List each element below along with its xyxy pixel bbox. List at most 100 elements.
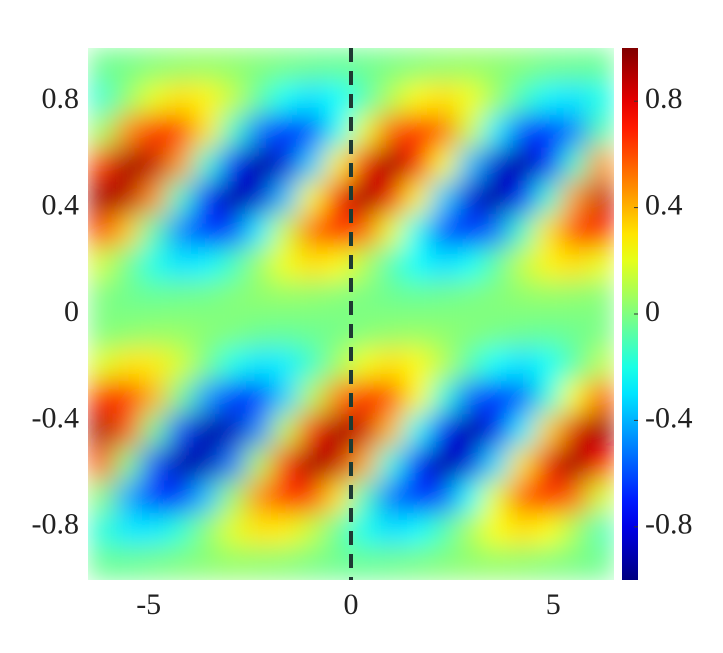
heatmap-cell <box>324 513 352 548</box>
heatmap-cell <box>219 114 247 149</box>
heatmap-cell <box>587 546 614 580</box>
heatmap-cell <box>193 147 221 182</box>
heatmap-cell <box>561 447 589 481</box>
heatmap-cell <box>298 147 326 182</box>
heatmap-cell <box>324 447 352 481</box>
heatmap-cell <box>298 447 326 481</box>
heatmap-cell <box>193 447 221 481</box>
heatmap-cell <box>88 48 115 82</box>
heatmap-cell <box>114 181 142 215</box>
heatmap-cell <box>272 480 299 515</box>
heatmap-cell <box>88 247 115 282</box>
heatmap-cell <box>429 181 457 215</box>
heatmap-cell <box>298 480 326 515</box>
heatmap-cell <box>482 214 510 249</box>
heatmap-cell <box>508 513 536 548</box>
heatmap-cell <box>324 181 352 215</box>
heatmap-cell <box>166 380 194 415</box>
heatmap-cell <box>272 114 299 149</box>
heatmap-cell <box>351 280 378 315</box>
heatmap-cell <box>587 280 614 315</box>
heatmap-cell <box>114 546 142 580</box>
heatmap-cell <box>245 513 273 548</box>
heatmap-cell <box>193 280 221 315</box>
heatmap-cell <box>88 546 115 580</box>
heatmap-cell <box>561 181 589 215</box>
heatmap-cell <box>403 314 431 348</box>
heatmap-cell <box>351 546 378 580</box>
heatmap-cell <box>587 413 614 448</box>
heatmap-cell <box>298 81 326 116</box>
heatmap-cell <box>587 214 614 249</box>
heatmap-cell <box>561 214 589 249</box>
heatmap-cell <box>166 48 194 82</box>
heatmap-cell <box>403 347 431 382</box>
heatmap-cell <box>429 546 457 580</box>
heatmap-cell <box>193 181 221 215</box>
heatmap-cell <box>561 114 589 149</box>
heatmap-cell <box>140 513 168 548</box>
heatmap-cell <box>587 114 614 149</box>
heatmap-cell <box>377 181 405 215</box>
heatmap-cell <box>535 81 562 116</box>
heatmap-cell <box>219 280 247 315</box>
heatmap-cell <box>535 181 562 215</box>
heatmap-cell <box>324 214 352 249</box>
heatmap-cell <box>377 280 405 315</box>
heatmap-cell <box>587 81 614 116</box>
heatmap-cell <box>351 480 378 515</box>
heatmap-cell <box>114 214 142 249</box>
heatmap-cell <box>193 247 221 282</box>
heatmap-cell <box>351 181 378 215</box>
heatmap-cell <box>245 214 273 249</box>
heatmap-cell <box>403 380 431 415</box>
heatmap-cell <box>456 48 484 82</box>
heatmap-cell <box>114 447 142 481</box>
heatmap-cell <box>298 347 326 382</box>
heatmap-cell <box>587 513 614 548</box>
heatmap-cell <box>429 247 457 282</box>
heatmap-cell <box>88 280 115 315</box>
heatmap-cell <box>351 81 378 116</box>
heatmap-cell <box>245 181 273 215</box>
heatmap-cell <box>482 48 510 82</box>
heatmap-cell <box>429 81 457 116</box>
heatmap-cell <box>193 114 221 149</box>
heatmap-cell <box>587 314 614 348</box>
heatmap-cell <box>403 147 431 182</box>
heatmap-cell <box>403 513 431 548</box>
heatmap-cell <box>166 413 194 448</box>
heatmap-cell <box>535 147 562 182</box>
heatmap-cell <box>456 81 484 116</box>
heatmap-cell <box>377 347 405 382</box>
heatmap-cell <box>403 81 431 116</box>
heatmap-cell <box>245 147 273 182</box>
heatmap-cell <box>561 314 589 348</box>
heatmap-cell <box>272 81 299 116</box>
heatmap-cell <box>456 314 484 348</box>
heatmap-cell <box>272 280 299 315</box>
heatmap-cell <box>324 380 352 415</box>
heatmap-cell <box>298 380 326 415</box>
heatmap-cell <box>140 314 168 348</box>
heatmap-cell <box>88 413 115 448</box>
heatmap-cell <box>140 546 168 580</box>
heatmap-cell <box>245 247 273 282</box>
heatmap-cell <box>508 81 536 116</box>
heatmap-cell <box>482 181 510 215</box>
heatmap-cell <box>535 314 562 348</box>
heatmap-cell <box>429 347 457 382</box>
heatmap-cell <box>377 380 405 415</box>
heatmap-cell <box>140 147 168 182</box>
heatmap-cell <box>508 480 536 515</box>
heatmap-cell <box>298 214 326 249</box>
heatmap-cell <box>377 214 405 249</box>
colorbar-tick-label: 0 <box>645 295 660 328</box>
heatmap-cell <box>561 81 589 116</box>
heatmap-cell <box>114 413 142 448</box>
colorbar-tick-label: -0.4 <box>645 401 693 434</box>
heatmap-cell <box>377 413 405 448</box>
heatmap-cell <box>403 413 431 448</box>
heatmap-cell <box>193 347 221 382</box>
heatmap-cell <box>508 447 536 481</box>
